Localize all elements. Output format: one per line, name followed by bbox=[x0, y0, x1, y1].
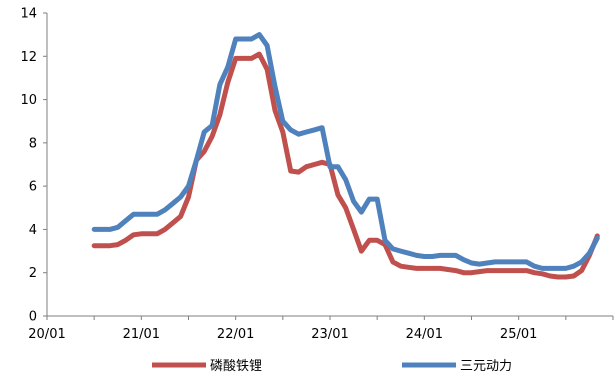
y-tick-label-0: 0 bbox=[29, 310, 37, 325]
y-tick-label-3: 6 bbox=[29, 180, 37, 195]
x-tick-label-0: 20/01 bbox=[28, 327, 65, 342]
y-tick-label-6: 12 bbox=[20, 50, 37, 65]
x-tick-label-3: 23/01 bbox=[311, 327, 348, 342]
series-line-0 bbox=[91, 51, 600, 280]
y-tick-label-1: 2 bbox=[29, 266, 37, 281]
legend: 磷酸铁锂 三元动力 bbox=[152, 359, 512, 374]
legend-label-0: 磷酸铁锂 bbox=[210, 359, 262, 374]
axes-layer: 0 2 4 6 8 10 12 14 20/01 21/01 22/01 23/01 24/01 25/0… bbox=[20, 7, 614, 342]
y-tick-label-7: 14 bbox=[20, 7, 37, 22]
y-tick-label-5: 10 bbox=[20, 93, 37, 108]
y-tick-label-2: 4 bbox=[29, 223, 37, 238]
series-layer bbox=[91, 32, 600, 280]
y-tick-label-4: 8 bbox=[29, 136, 37, 151]
series-line-1 bbox=[91, 32, 600, 271]
x-tick-label-2: 22/01 bbox=[217, 327, 254, 342]
x-tick-label-1: 21/01 bbox=[123, 327, 160, 342]
legend-label-1: 三元动力 bbox=[460, 359, 512, 374]
x-tick-label-4: 24/01 bbox=[406, 327, 443, 342]
x-tick-label-5: 25/01 bbox=[500, 327, 537, 342]
